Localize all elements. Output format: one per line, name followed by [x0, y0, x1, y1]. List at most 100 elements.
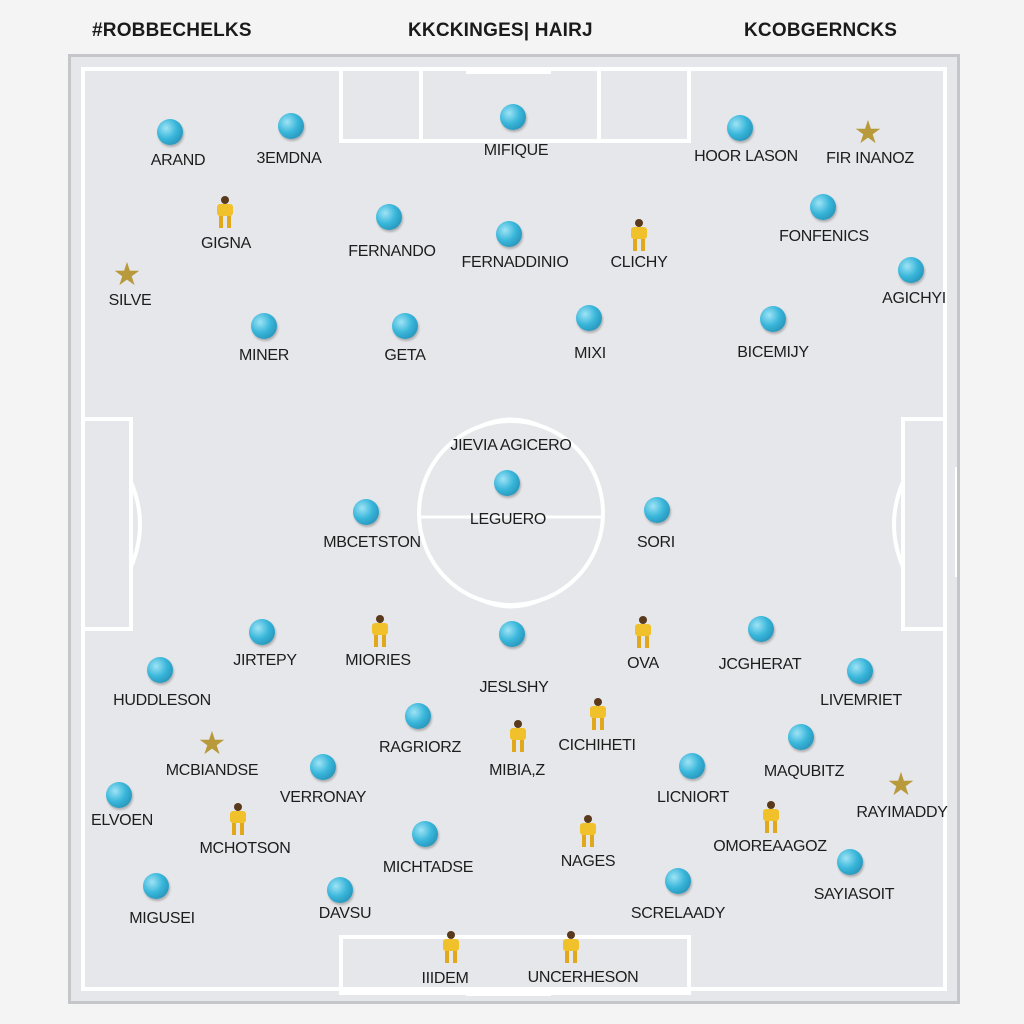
figure-legs	[765, 821, 777, 833]
player-ball-icon	[847, 658, 873, 684]
player-name: RAGRIORZ	[378, 739, 462, 756]
player-ball-icon	[898, 257, 924, 283]
player-name: FONFENICS	[779, 228, 869, 245]
figure-torso	[580, 823, 596, 835]
figure-head	[639, 616, 647, 624]
player-name: ARAND	[150, 152, 206, 169]
player-ball-icon	[392, 313, 418, 339]
star-icon: ★	[197, 724, 227, 762]
player-ball-icon	[500, 104, 526, 130]
figure-torso	[217, 204, 233, 216]
player-figure-icon	[369, 615, 391, 649]
player-ball-icon	[147, 657, 173, 683]
player-ball-icon	[496, 221, 522, 247]
player-name: MIGUSEI	[129, 910, 195, 927]
figure-head	[221, 196, 229, 204]
player-figure-icon	[760, 801, 782, 835]
player-name: MIXI	[574, 345, 606, 362]
player-name: OMOREAAGOZ	[713, 838, 827, 855]
player-ball-icon	[494, 470, 520, 496]
player-name: ELVOEN	[91, 812, 153, 829]
player-figure-icon	[507, 720, 529, 754]
player-ball-icon	[679, 753, 705, 779]
player-name: BICEMIJY	[737, 344, 809, 361]
figure-legs	[232, 823, 244, 835]
player-figure-icon	[440, 931, 462, 965]
player-name: HUDDLESON	[113, 692, 211, 709]
player-name: FERNADDINIO	[461, 254, 569, 271]
player-name: CLICHY	[610, 254, 668, 271]
player-ball-icon	[249, 619, 275, 645]
player-name: JIRTEPY	[233, 652, 297, 669]
header-bar: #ROBBECHELKS KKCKINGES| HAIRJ KCOBGERNCK…	[0, 0, 1024, 60]
left-penalty-box	[81, 417, 133, 631]
star-icon: ★	[112, 255, 142, 293]
figure-torso	[631, 227, 647, 239]
player-ball-icon	[376, 204, 402, 230]
player-ball-icon	[760, 306, 786, 332]
player-name: RAYIMADDY	[856, 804, 948, 821]
player-ball-icon	[310, 754, 336, 780]
right-penalty-box	[901, 417, 947, 631]
player-name: MIBIA,Z	[489, 762, 545, 779]
figure-head	[567, 931, 575, 939]
player-name: MIORIES	[345, 652, 411, 669]
figure-torso	[230, 811, 246, 823]
figure-legs	[637, 636, 649, 648]
player-figure-icon	[632, 616, 654, 650]
player-name: SILVE	[108, 292, 152, 309]
player-name: SAYIASOIT	[813, 886, 895, 903]
player-name: JCGHERAT	[718, 656, 802, 673]
player-ball-icon	[106, 782, 132, 808]
player-ball-icon	[405, 703, 431, 729]
player-ball-icon	[644, 497, 670, 523]
player-name: LIVEMRIET	[820, 692, 902, 709]
player-name: VERRONAY	[279, 789, 367, 806]
star-icon: ★	[886, 765, 916, 803]
player-name: DAVSU	[318, 905, 372, 922]
player-figure-icon	[227, 803, 249, 837]
player-name: 3EMDNA	[256, 150, 322, 167]
figure-torso	[563, 939, 579, 951]
player-ball-icon	[353, 499, 379, 525]
player-ball-icon	[251, 313, 277, 339]
player-figure-icon	[214, 196, 236, 230]
figure-torso	[443, 939, 459, 951]
player-ball-icon	[665, 868, 691, 894]
figure-head	[767, 801, 775, 809]
player-figure-icon	[628, 219, 650, 253]
figure-legs	[445, 951, 457, 963]
figure-head	[234, 803, 242, 811]
player-ball-icon	[278, 113, 304, 139]
player-name: CICHIHETI	[558, 737, 636, 754]
player-ball-icon	[412, 821, 438, 847]
figure-torso	[590, 706, 606, 718]
player-name: FIR INANOZ	[826, 150, 914, 167]
center-arc-bottom	[478, 597, 544, 609]
figure-head	[584, 815, 592, 823]
player-figure-icon	[577, 815, 599, 849]
player-name: LICNIORT	[657, 789, 729, 806]
figure-legs	[512, 740, 524, 752]
player-name: HOOR LASON	[694, 148, 798, 165]
star-icon: ★	[853, 113, 883, 151]
player-ball-icon	[727, 115, 753, 141]
player-name: SCRELAADY	[630, 905, 726, 922]
figure-legs	[633, 239, 645, 251]
player-ball-icon	[810, 194, 836, 220]
player-ball-icon	[327, 877, 353, 903]
player-name: OVA	[627, 655, 659, 672]
figure-legs	[374, 635, 386, 647]
pitch-markings	[81, 67, 957, 996]
player-name: IIIDEM	[421, 970, 469, 987]
figure-legs	[565, 951, 577, 963]
right-arc	[892, 481, 905, 568]
player-name: NAGES	[560, 853, 616, 870]
player-name: GIGNA	[200, 235, 252, 252]
figure-torso	[372, 623, 388, 635]
center-arc-top	[478, 417, 544, 429]
figure-head	[376, 615, 384, 623]
player-name: MIFIQUE	[483, 142, 549, 159]
player-ball-icon	[837, 849, 863, 875]
player-ball-icon	[748, 616, 774, 642]
